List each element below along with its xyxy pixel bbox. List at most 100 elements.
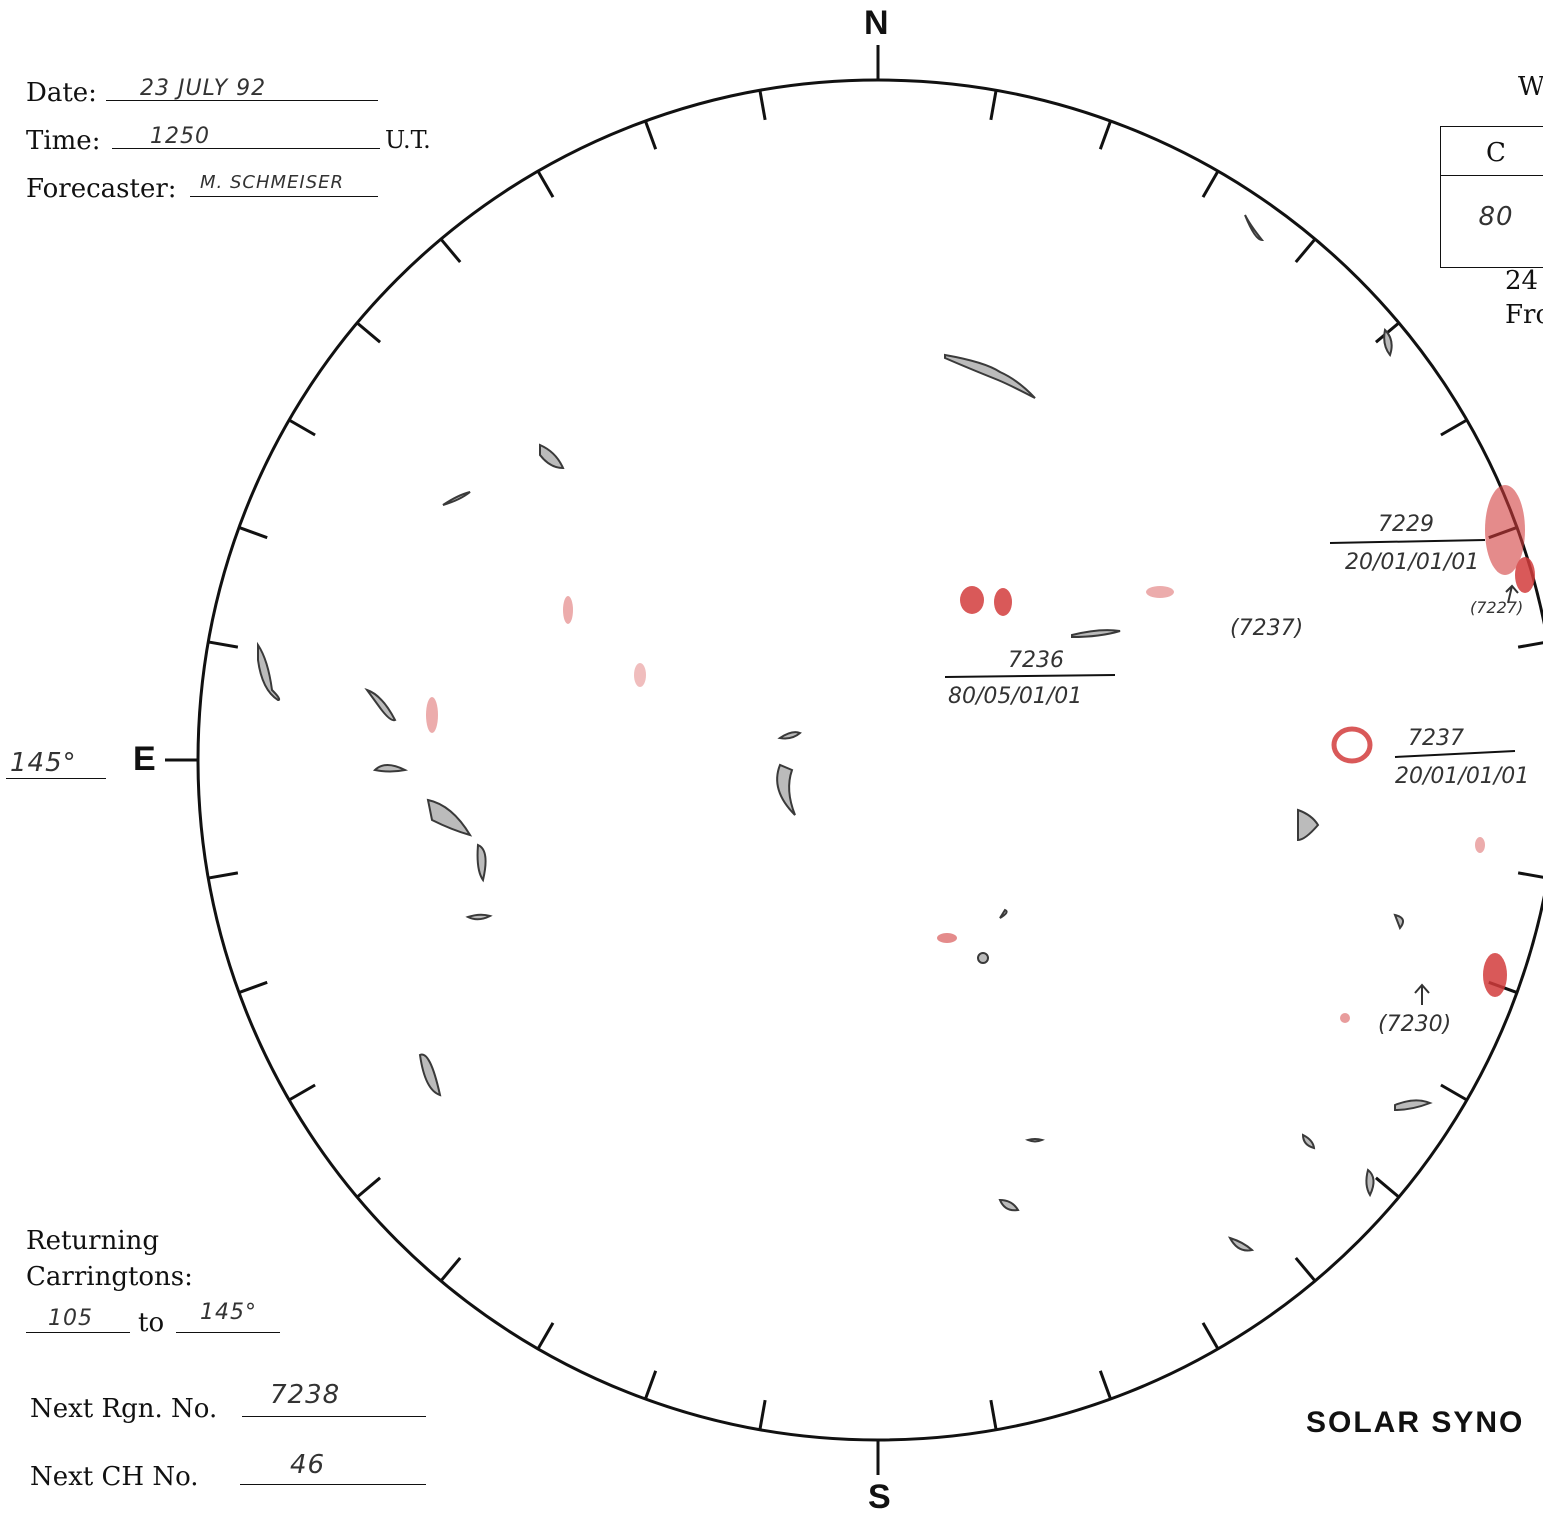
plage-faint-5 [937,933,957,943]
next-ch-label: Next CH No. [30,1462,199,1492]
region-label-lines [944,539,1516,758]
next-region-underline [242,1416,426,1417]
limb-tick [208,640,239,649]
limb-tick [439,238,462,264]
limb-tick-marks [208,90,1543,1430]
filament-14 [1025,1138,1045,1143]
plage-limb-se [1483,953,1507,997]
next-ch-underline [240,1484,426,1485]
filament-16 [1227,1236,1255,1252]
plage-7237 [1331,726,1373,764]
east-longitude-underline [6,778,106,779]
filament-12 [1394,1099,1433,1112]
region-7236-code: 80/05/01/01 [948,684,1083,709]
filament-center-2 [777,731,802,740]
right-panel-table: C 80 [1440,126,1543,268]
filament-20 [1393,913,1405,930]
limb-tick [1294,238,1317,264]
limb-tick [1098,120,1112,150]
limb-tick [1201,170,1220,198]
plage-limb-ne [1485,485,1525,575]
plage-limb-e [1515,557,1535,593]
region-7236-number: 7236 [1008,648,1064,673]
plage-faint-6 [1340,1013,1350,1023]
next-ch-value: 46 [290,1450,326,1480]
filament-17 [1301,1133,1316,1150]
region-7229-line [1329,539,1486,544]
returning-from-underline [26,1332,130,1333]
note-7237: (7237) [1230,616,1304,641]
date-label: Date: [26,78,97,108]
filament-10 [418,1053,442,1097]
filament-6 [372,764,409,773]
compass-east: E [133,740,156,778]
limb-tick [1201,1322,1220,1350]
returning-from: 105 [48,1306,93,1331]
next-region-label: Next Rgn. No. [30,1394,218,1424]
forecaster-label: Forecaster: [26,174,177,204]
filament-7 [426,798,473,837]
arrow-7227 [1505,584,1519,604]
limb-tick [238,526,268,540]
region-7229-number: 7229 [1378,512,1434,537]
compass-south: S [868,1478,891,1516]
filament-18 [1365,1168,1375,1198]
limb-tick [644,120,658,150]
limb-tick [238,980,268,994]
filament-8 [476,843,487,883]
plage-faint-7 [1475,837,1485,853]
region-7229-code: 20/01/01/01 [1345,550,1480,575]
limb-tick [644,1370,658,1400]
region-7237-code: 20/01/01/01 [1395,764,1530,789]
returning-to-underline [176,1332,280,1333]
limb-tick [1440,418,1468,437]
filament-13 [999,908,1008,919]
plage-faint-2 [563,596,573,624]
note-7230: (7230) [1378,1012,1452,1037]
limb-tick [288,418,316,437]
plage-faint-1 [426,697,438,733]
time-value: 1250 [150,124,210,149]
filament-19 [1383,327,1393,358]
date-underline [106,100,378,101]
limb-tick [536,170,555,198]
limb-tick [356,321,382,344]
plage-regions [426,485,1535,1023]
limb-tick [1098,1370,1112,1400]
limb-tick [1374,1176,1400,1199]
region-7237-line [1394,750,1516,758]
right-panel-line2: Fro [1505,300,1543,330]
limb-tick [1517,871,1543,879]
limb-tick [989,90,998,121]
plage-7236-a [960,586,984,614]
table-header-c: C [1486,138,1506,168]
filament-center [776,763,796,816]
filament-3 [1071,629,1121,639]
returning-label-1: Returning [26,1226,160,1256]
limb-tick [758,90,767,121]
filament-4 [257,641,281,702]
right-panel-heading: W [1518,72,1543,102]
plage-7236-b [994,588,1012,616]
region-7236-line [944,674,1116,678]
filament-15 [998,1198,1020,1212]
limb-tick [288,1083,316,1102]
filament-22 [1244,214,1265,242]
plage-faint-3 [634,663,646,687]
filaments [257,214,1433,1252]
limb-tick [356,1176,382,1199]
limb-tick [1294,1256,1317,1282]
table-value-c: 80 [1478,202,1514,232]
forecaster-value: M. SCHMEISER [200,172,345,193]
chart-title: SOLAR SYNO [1306,1406,1525,1439]
east-limb-longitude: 145° [10,748,77,778]
filament-2 [442,491,471,506]
table-divider [1441,175,1543,176]
returning-label-2: Carringtons: [26,1262,193,1292]
pointer-arrows [1414,584,1519,1005]
limb-tick [208,871,239,880]
region-7237-number: 7237 [1408,726,1464,751]
limb-tick [439,1256,462,1282]
right-panel-line1: 24 [1505,266,1539,296]
